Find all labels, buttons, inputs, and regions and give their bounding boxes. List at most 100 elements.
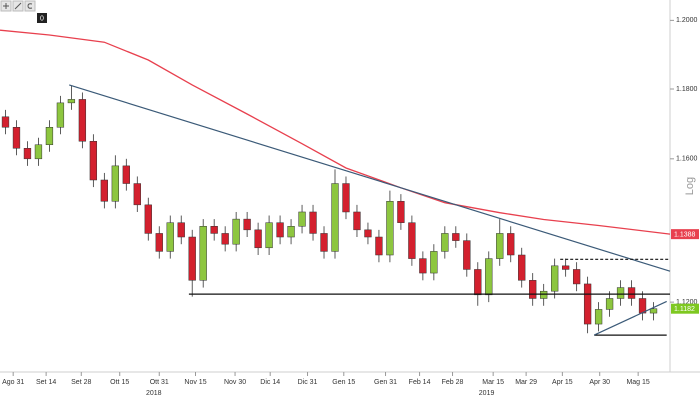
- candle-body: [441, 233, 449, 252]
- candle: [583, 276, 592, 334]
- candle: [441, 226, 449, 259]
- x-tick-label: Nov 15: [184, 379, 206, 386]
- candle-body: [89, 141, 98, 181]
- candle-body: [485, 258, 493, 296]
- candle: [221, 226, 229, 252]
- candle: [309, 204, 317, 241]
- candle: [298, 204, 306, 234]
- candle: [1, 109, 10, 135]
- candle-body: [298, 211, 306, 227]
- candle-body: [518, 254, 526, 281]
- candle: [23, 141, 32, 166]
- candle: [430, 244, 438, 281]
- x-tick-label: Dic 31: [298, 379, 318, 386]
- candle-body: [364, 229, 372, 238]
- candle: [408, 215, 416, 266]
- candle-body: [605, 298, 614, 310]
- candle-body: [375, 236, 383, 256]
- candle-body: [616, 287, 625, 299]
- candle: [397, 194, 405, 230]
- x-tick-label: Dic 14: [260, 379, 280, 386]
- candle: [144, 197, 152, 241]
- price-tag: [671, 229, 699, 240]
- x-tick-label: Apr 15: [552, 379, 573, 386]
- candle-body: [210, 226, 218, 234]
- toolbar-counter[interactable]: [37, 13, 47, 23]
- candle-body: [78, 99, 87, 142]
- x-tick-label: Set 14: [36, 379, 56, 386]
- candle-body: [649, 308, 658, 314]
- candle-body: [529, 280, 537, 299]
- candle: [287, 219, 295, 245]
- candle: [188, 229, 196, 297]
- x-tick-label: Ott 15: [110, 379, 129, 386]
- candle-body: [122, 165, 130, 184]
- candle-body: [386, 201, 394, 256]
- candle-body: [177, 222, 185, 238]
- candle-body: [430, 251, 438, 274]
- candle-body: [320, 233, 328, 252]
- candle: [518, 247, 526, 288]
- log-label: Log: [684, 177, 696, 195]
- candle-body: [45, 127, 54, 146]
- candle: [463, 233, 471, 277]
- candle-body: [254, 229, 262, 249]
- candle-body: [331, 183, 339, 252]
- candle-body: [583, 283, 592, 325]
- candle: [616, 280, 625, 306]
- candle-body: [34, 144, 43, 160]
- candle-body: [12, 127, 21, 149]
- candle: [78, 92, 87, 149]
- y-tick-label: 1.2000: [676, 17, 698, 24]
- candle-body: [221, 233, 229, 245]
- candle-body: [342, 183, 350, 213]
- candle-body: [562, 265, 570, 270]
- candle: [133, 176, 141, 212]
- candle: [276, 215, 284, 245]
- candle: [364, 222, 372, 245]
- y-tick-label: 1.1600: [676, 156, 698, 163]
- candle-body: [397, 201, 405, 223]
- candle: [155, 226, 163, 259]
- candle: [594, 302, 603, 332]
- candle: [386, 190, 394, 263]
- candle: [34, 137, 43, 166]
- candle-body: [408, 222, 416, 259]
- x-tick-label: Gen 15: [332, 379, 355, 386]
- trend-line: [593, 300, 667, 336]
- price-tag-label: 1.1182: [674, 306, 695, 313]
- trend-line: [69, 84, 671, 272]
- price-tag-label: 1.1388: [674, 231, 696, 238]
- candle-body: [1, 116, 10, 128]
- year-label: 2018: [146, 390, 162, 397]
- candle-body: [540, 290, 548, 299]
- toolbar-counter-label: 0: [40, 15, 44, 22]
- moving-average: [0, 29, 671, 235]
- candle-body: [111, 165, 119, 202]
- candle-body: [309, 211, 317, 234]
- candle-body: [100, 179, 108, 202]
- candle: [627, 280, 636, 306]
- x-tick-label: Mar 29: [515, 379, 537, 386]
- candle-body: [265, 222, 273, 249]
- candle: [540, 283, 548, 306]
- candle-body: [594, 309, 603, 325]
- price-tag: [671, 303, 699, 314]
- x-tick-label: Feb 28: [442, 379, 464, 386]
- candle-body: [155, 233, 163, 252]
- candle-body: [276, 222, 284, 238]
- toolbar-settings[interactable]: [24, 0, 36, 12]
- settings-icon: [27, 3, 33, 9]
- y-tick-label: 1.1200: [676, 299, 698, 306]
- x-tick-label: Set 28: [71, 379, 91, 386]
- x-tick-label: Ott 31: [150, 379, 169, 386]
- candle: [649, 302, 658, 321]
- candle: [45, 120, 54, 152]
- candle-body: [166, 222, 174, 252]
- candle: [353, 204, 361, 238]
- candle: [177, 215, 185, 245]
- x-tick-label: Mar 15: [482, 379, 504, 386]
- x-tick-label: Mag 15: [626, 379, 649, 386]
- candle-body: [551, 265, 559, 292]
